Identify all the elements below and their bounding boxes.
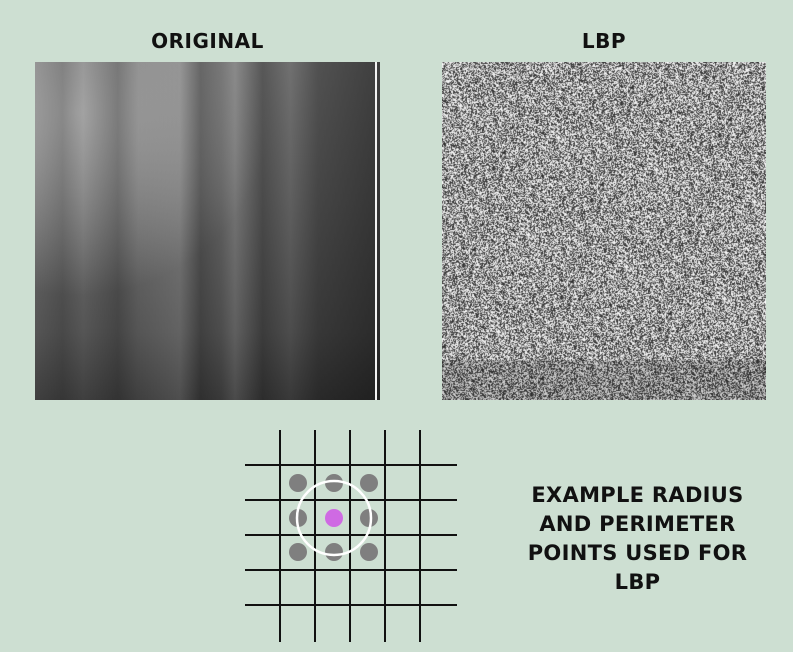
perimeter-point [325, 474, 343, 492]
perimeter-point [360, 543, 378, 561]
caption-line: LBP [614, 570, 661, 594]
original-heading: ORIGINAL [151, 29, 264, 53]
lbp-heading: LBP [581, 29, 627, 53]
lbp-texture-image [442, 62, 766, 400]
perimeter-point [289, 474, 307, 492]
center-pixel-point [325, 509, 343, 527]
caption-line: POINTS USED FOR [527, 541, 748, 565]
perimeter-point [289, 543, 307, 561]
original-xray-image [35, 62, 380, 400]
lbp-neighborhood-diagram [245, 430, 457, 642]
caption-line: EXAMPLE RADIUS [531, 483, 744, 507]
perimeter-point [360, 474, 378, 492]
perimeter-point [360, 509, 378, 527]
perimeter-point [325, 543, 343, 561]
diagram-caption: EXAMPLE RADIUS AND PERIMETER POINTS USED… [515, 481, 760, 597]
caption-line: AND PERIMETER [539, 512, 736, 536]
radius-circle [295, 479, 373, 557]
